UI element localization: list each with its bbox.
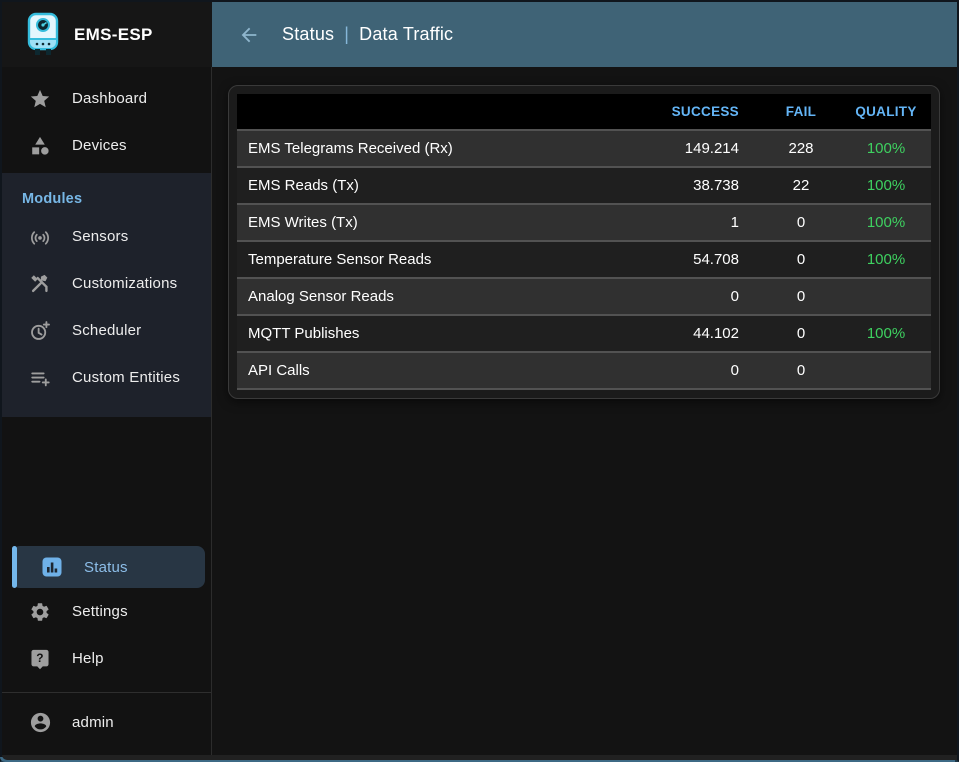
boiler-icon	[24, 11, 62, 59]
main-content: SUCCESS FAIL QUALITY EMS Telegrams Recei…	[212, 67, 957, 760]
row-fail: 0	[796, 288, 806, 305]
row-name: API Calls	[248, 362, 310, 379]
sidebar-item-scheduler[interactable]: Scheduler	[2, 307, 211, 354]
data-traffic-card: SUCCESS FAIL QUALITY EMS Telegrams Recei…	[228, 85, 940, 399]
top-bar: EMS-ESP Status | Data Traffic	[2, 2, 957, 67]
row-success: 44.102	[693, 325, 739, 342]
data-traffic-table: SUCCESS FAIL QUALITY EMS Telegrams Recei…	[237, 94, 931, 390]
row-quality: 100%	[866, 177, 906, 194]
row-fail: 0	[796, 325, 806, 342]
column-header-fail: FAIL	[785, 104, 817, 119]
row-quality: 100%	[866, 251, 906, 268]
row-fail: 0	[796, 251, 806, 268]
sidebar-item-customizations[interactable]: Customizations	[2, 260, 211, 307]
tools-icon	[28, 272, 52, 296]
subpage-title: Data Traffic	[359, 24, 454, 44]
table-row: EMS Reads (Tx) 38.738 22 100%	[237, 168, 931, 205]
modules-section-header: Modules	[22, 191, 83, 207]
sidebar-item-status[interactable]: Status	[12, 546, 205, 588]
table-row: MQTT Publishes 44.102 0 100%	[237, 316, 931, 353]
sidebar-item-admin[interactable]: admin	[2, 699, 211, 746]
row-success: 149.214	[684, 140, 739, 157]
sidebar-item-label: Scheduler	[72, 322, 142, 339]
table-row: API Calls 0 0	[237, 353, 931, 390]
row-success: 0	[730, 288, 739, 305]
row-fail: 0	[796, 362, 806, 379]
row-success: 1	[730, 214, 739, 231]
app-title: EMS-ESP	[74, 24, 153, 44]
row-success: 54.708	[693, 251, 739, 268]
table-row: EMS Writes (Tx) 1 0 100%	[237, 205, 931, 242]
svg-text:?: ?	[36, 651, 43, 665]
page-title: Status | Data Traffic	[282, 24, 453, 45]
category-icon	[28, 134, 52, 158]
row-quality: 100%	[866, 140, 906, 157]
account-circle-icon	[28, 711, 52, 735]
sidebar-item-label: Customizations	[72, 275, 178, 292]
sidebar-item-label: Status	[84, 558, 128, 576]
sidebar-item-help[interactable]: ? Help	[2, 635, 211, 682]
app-bar: Status | Data Traffic	[212, 2, 957, 67]
sidebar-item-dashboard[interactable]: Dashboard	[2, 75, 211, 122]
row-name: EMS Writes (Tx)	[248, 214, 358, 231]
help-bubble-icon: ?	[28, 647, 52, 671]
row-quality: 100%	[866, 325, 906, 342]
table-row: Temperature Sensor Reads 54.708 0 100%	[237, 242, 931, 279]
sidebar-item-label: Custom Entities	[72, 369, 181, 386]
analytics-icon	[40, 555, 64, 579]
section-title: Status	[282, 24, 335, 44]
sidebar-divider	[2, 692, 211, 693]
row-fail: 0	[796, 214, 806, 231]
row-name: Analog Sensor Reads	[248, 288, 394, 305]
gear-icon	[28, 600, 52, 624]
row-fail: 22	[792, 177, 810, 194]
sidebar-item-devices[interactable]: Devices	[2, 122, 211, 169]
sidebar: Dashboard Devices Modules	[2, 67, 212, 760]
arrow-back-icon	[238, 24, 260, 46]
column-header-quality: QUALITY	[855, 104, 917, 119]
sidebar-item-label: admin	[72, 714, 114, 731]
row-success: 0	[730, 362, 739, 379]
sidebar-item-sensors[interactable]: Sensors	[2, 213, 211, 260]
window-bottom-edge	[2, 755, 957, 760]
row-name: EMS Telegrams Received (Rx)	[248, 140, 453, 157]
table-row: EMS Telegrams Received (Rx) 149.214 228 …	[237, 131, 931, 168]
row-name: Temperature Sensor Reads	[248, 251, 432, 268]
row-fail: 228	[788, 140, 814, 157]
row-name: EMS Reads (Tx)	[248, 177, 359, 194]
sensors-icon	[28, 225, 52, 249]
sidebar-item-label: Dashboard	[72, 90, 148, 107]
sidebar-item-label: Sensors	[72, 228, 129, 245]
sidebar-item-settings[interactable]: Settings	[2, 588, 211, 635]
brand-header: EMS-ESP	[2, 2, 212, 67]
playlist-add-icon	[28, 366, 52, 390]
sidebar-item-label: Devices	[72, 137, 127, 154]
column-header-success: SUCCESS	[671, 104, 739, 119]
table-row: Analog Sensor Reads 0 0	[237, 279, 931, 316]
row-success: 38.738	[693, 177, 739, 194]
row-name: MQTT Publishes	[248, 325, 360, 342]
title-separator: |	[344, 24, 350, 44]
back-button[interactable]	[232, 18, 266, 52]
sidebar-item-label: Help	[72, 650, 104, 667]
clock-plus-icon	[28, 319, 52, 343]
star-icon	[28, 87, 52, 111]
table-header-row: SUCCESS FAIL QUALITY	[237, 94, 931, 131]
sidebar-item-custom-entities[interactable]: Custom Entities	[2, 354, 211, 401]
sidebar-item-label: Settings	[72, 603, 128, 620]
modules-section: Modules Sensors	[2, 173, 211, 417]
row-quality: 100%	[866, 214, 906, 231]
